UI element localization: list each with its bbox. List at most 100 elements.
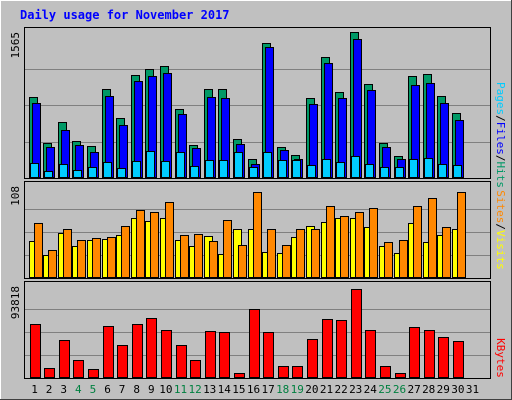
- x-tick-label-29: 29: [437, 383, 450, 396]
- x-tick-label-3: 3: [60, 383, 67, 396]
- x-tick-label-23: 23: [349, 383, 362, 396]
- x-tick-label-6: 6: [104, 383, 111, 396]
- bar-sites-day-10: [165, 202, 174, 278]
- bar-pages-day-16: [249, 167, 258, 178]
- bar-pages-day-5: [88, 167, 97, 178]
- panel3-ymax-label: 93818: [9, 286, 22, 319]
- bar-kbytes-day-6: [103, 326, 114, 378]
- bar-kbytes-day-27: [409, 327, 420, 378]
- bar-pages-day-9: [146, 151, 155, 178]
- bar-sites-day-18: [282, 245, 291, 278]
- bar-sites-day-9: [150, 212, 159, 278]
- panel1-separator-2: /: [494, 155, 507, 162]
- x-tick-label-17: 17: [261, 383, 274, 396]
- bar-pages-day-25: [380, 167, 389, 178]
- x-tick-label-21: 21: [320, 383, 333, 396]
- bar-sites-day-27: [413, 206, 422, 278]
- bar-kbytes-day-2: [44, 368, 55, 378]
- bar-kbytes-day-26: [395, 373, 406, 378]
- bar-kbytes-day-21: [322, 319, 333, 378]
- x-tick-label-20: 20: [305, 383, 318, 396]
- bar-pages-day-2: [44, 171, 53, 178]
- x-tick-label-30: 30: [451, 383, 464, 396]
- bar-sites-day-13: [209, 241, 218, 278]
- x-tick-label-11: 11: [174, 383, 187, 396]
- bar-sites-day-5: [92, 238, 101, 278]
- x-tick-label-24: 24: [364, 383, 378, 396]
- x-tick-label-13: 13: [203, 383, 216, 396]
- bar-sites-day-25: [384, 242, 393, 278]
- chart-title: Daily usage for November 2017: [20, 8, 230, 22]
- panel2-series-label: Sites/Visits: [494, 190, 507, 270]
- panel1-series-label: Pages/Files/Hits: [494, 82, 507, 188]
- x-axis-labels: 1 2 3 4 5 6 7 8 9 10 11 12 13 14 15 16 17 18 19 20 21 22 23 24 2…: [31, 383, 479, 396]
- bar-pages-day-23: [351, 156, 360, 178]
- panel2-separator: /: [494, 223, 507, 230]
- bar-kbytes-day-28: [424, 330, 435, 378]
- bar-pages-day-24: [365, 164, 374, 178]
- bar-kbytes-day-23: [351, 289, 362, 378]
- pages-label: Pages: [494, 82, 507, 115]
- bar-pages-day-1: [30, 163, 39, 178]
- bar-sites-day-30: [457, 192, 466, 278]
- bar-sites-day-17: [267, 229, 276, 278]
- bar-sites-day-4: [77, 240, 86, 278]
- bar-kbytes-day-25: [380, 366, 391, 378]
- x-tick-label-2: 2: [46, 383, 53, 396]
- bar-pages-day-8: [132, 161, 141, 178]
- x-tick-label-31: 31: [466, 383, 479, 396]
- panel1-ymax-label: 1565: [9, 32, 22, 59]
- x-tick-label-26: 26: [393, 383, 406, 396]
- bar-pages-day-3: [59, 164, 68, 178]
- x-tick-label-25: 25: [378, 383, 391, 396]
- bar-pages-day-28: [424, 158, 433, 178]
- bar-sites-day-22: [340, 216, 349, 278]
- bar-kbytes-day-22: [336, 320, 347, 378]
- files-label: Files: [494, 122, 507, 155]
- panel1-separator-1: /: [494, 115, 507, 122]
- bar-kbytes-day-5: [88, 369, 99, 378]
- bar-kbytes-day-12: [190, 360, 201, 378]
- x-tick-label-27: 27: [407, 383, 420, 396]
- bar-pages-day-6: [103, 162, 112, 178]
- bar-kbytes-day-1: [30, 324, 41, 378]
- bar-pages-day-30: [453, 165, 462, 178]
- bar-sites-day-23: [355, 212, 364, 278]
- bar-kbytes-day-3: [59, 340, 70, 378]
- bar-kbytes-day-18: [278, 366, 289, 378]
- visits-label: Visits: [494, 230, 507, 270]
- bar-pages-day-12: [190, 166, 199, 178]
- bar-kbytes-day-11: [176, 345, 187, 378]
- bar-pages-day-26: [395, 167, 404, 178]
- bar-sites-day-7: [121, 226, 130, 278]
- bar-sites-day-16: [253, 192, 262, 278]
- bar-sites-day-3: [63, 229, 72, 278]
- bar-sites-day-1: [34, 223, 43, 278]
- bar-sites-day-8: [136, 210, 145, 278]
- bar-pages-day-21: [322, 159, 331, 178]
- bar-kbytes-day-30: [453, 341, 464, 378]
- bar-pages-day-27: [409, 159, 418, 178]
- bar-kbytes-day-4: [73, 360, 84, 378]
- bar-sites-day-2: [48, 250, 57, 278]
- x-tick-label-10: 10: [159, 383, 172, 396]
- bar-kbytes-day-7: [117, 345, 128, 378]
- bar-pages-day-13: [205, 160, 214, 178]
- bar-pages-day-19: [292, 160, 301, 178]
- sites-label: Sites: [494, 190, 507, 223]
- bar-kbytes-day-8: [132, 324, 143, 378]
- bar-pages-day-17: [263, 152, 272, 178]
- x-tick-label-9: 9: [148, 383, 155, 396]
- bar-sites-day-19: [296, 229, 305, 278]
- bar-sites-day-29: [442, 227, 451, 278]
- x-tick-label-28: 28: [422, 383, 435, 396]
- bar-kbytes-day-16: [249, 309, 260, 378]
- bar-kbytes-day-9: [146, 318, 157, 378]
- hits-label: Hits: [494, 162, 507, 189]
- x-tick-label-22: 22: [334, 383, 347, 396]
- bar-pages-day-15: [234, 152, 243, 178]
- bar-kbytes-day-10: [161, 330, 172, 378]
- bar-pages-day-11: [176, 152, 185, 178]
- x-tick-label-18: 18: [276, 383, 289, 396]
- bar-pages-day-4: [73, 170, 82, 178]
